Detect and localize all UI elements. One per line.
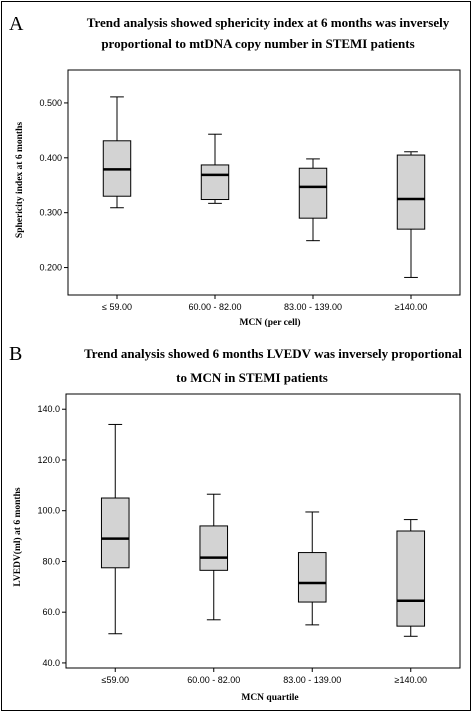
chart-b-ytick-label: 120.0 (37, 455, 60, 465)
panel-a-letter: A (9, 13, 24, 35)
chart-b-box (199, 525, 229, 571)
chart-b-title-line-1: Trend analysis showed 6 months LVEDV was… (84, 346, 462, 361)
chart-a-title-line-2: proportional to mtDNA copy number in STE… (101, 36, 414, 51)
chart-b-box (100, 497, 130, 569)
chart-b-xtick-label: ≥140.00 (395, 675, 427, 685)
chart-a-xlabel: MCN (per cell) (239, 317, 300, 328)
chart-a-ytick-label: 0.500 (39, 98, 62, 108)
chart-b-xtick-label: 83.00 - 139.00 (283, 675, 341, 685)
chart-b-ytick-label: 80.0 (42, 556, 60, 566)
panel-b-letter: B (9, 343, 22, 365)
chart-a-plot-border (67, 69, 461, 296)
chart-a-ytick-label: 0.400 (39, 153, 62, 163)
chart-b-ylabel: LVEDV(ml) at 6 months (12, 487, 23, 586)
chart-b-box (396, 530, 426, 627)
chart-a-box (298, 167, 328, 219)
chart-a-ylabel: Sphericity index at 6 months (15, 122, 25, 238)
chart-b-xtick-label: 60.00 - 82.00 (187, 675, 240, 685)
chart-a-ytick-label: 0.200 (39, 263, 62, 273)
chart-b-ytick-label: 40.0 (42, 658, 60, 668)
chart-b-ytick-label: 140.0 (37, 404, 60, 414)
chart-a-plot: 0.200 0.300 0.400 0.500 ≤ 59.00 60.00 - 82.00… (39, 69, 461, 312)
chart-a-xtick-label: 60.00 - 82.00 (188, 302, 241, 312)
chart-b-ytick-label: 100.0 (37, 506, 60, 516)
chart-a-xtick-label: 83.00 - 139.00 (284, 302, 342, 312)
chart-a-xtick-label: ≥140.00 (395, 302, 427, 312)
chart-b-plot-border (65, 393, 461, 669)
chart-a-ytick-label: 0.300 (39, 208, 62, 218)
chart-a-box (200, 164, 230, 201)
chart-b-title-line-2: to MCN in STEMI patients (176, 370, 328, 385)
chart-b-xtick-label: ≤59.00 (102, 675, 129, 685)
chart-b-box (297, 552, 327, 603)
chart-a-xtick-label: ≤ 59.00 (102, 302, 132, 312)
chart-a-title-line-1: Trend analysis showed sphericity index a… (87, 15, 450, 30)
chart-b-xlabel: MCN quartile (241, 693, 298, 703)
chart-b-ytick-label: 60.0 (42, 607, 60, 617)
chart-b-plot: 40.0 60.0 80.0 100.0 120.0 140.0 ≤59.00 60.00 -… (37, 393, 461, 685)
chart-a-box (396, 154, 426, 230)
